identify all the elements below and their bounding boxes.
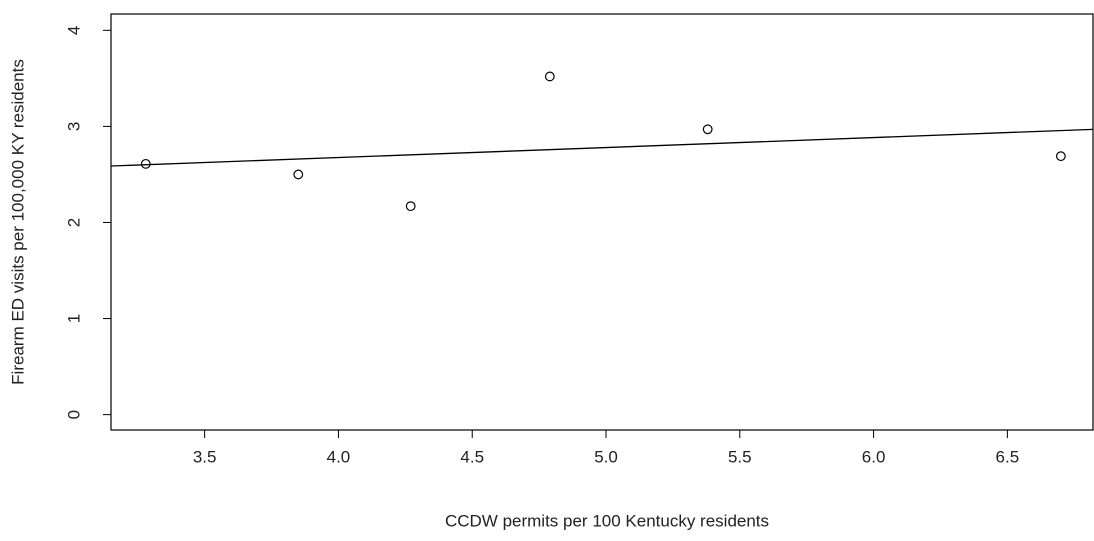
point <box>544 71 555 82</box>
x-tick-label: 6.0 <box>862 447 886 466</box>
x-tick-label: 4.5 <box>460 447 484 466</box>
y-tick-label: 1 <box>64 314 83 323</box>
point <box>140 158 151 169</box>
x-tick-label: 5.5 <box>728 447 752 466</box>
point <box>1055 151 1066 162</box>
regression-line <box>110 128 1094 167</box>
x-tick-label: 5.0 <box>594 447 618 466</box>
point <box>405 201 416 212</box>
point <box>293 169 304 180</box>
y-tick-label: 3 <box>64 122 83 131</box>
x-tick-label: 4.0 <box>327 447 351 466</box>
x-tick-label: 3.5 <box>193 447 217 466</box>
x-tick-label: 6.5 <box>996 447 1020 466</box>
y-tick-label: 4 <box>64 26 83 35</box>
x-axis-label: CCDW permits per 100 Kentucky residents <box>445 511 769 530</box>
plot-box <box>110 13 1094 431</box>
y-tick-label: 0 <box>64 410 83 419</box>
y-axis-label: Firearm ED visits per 100,000 KY residen… <box>8 59 27 385</box>
y-tick-label: 2 <box>64 218 83 227</box>
point <box>702 124 713 135</box>
